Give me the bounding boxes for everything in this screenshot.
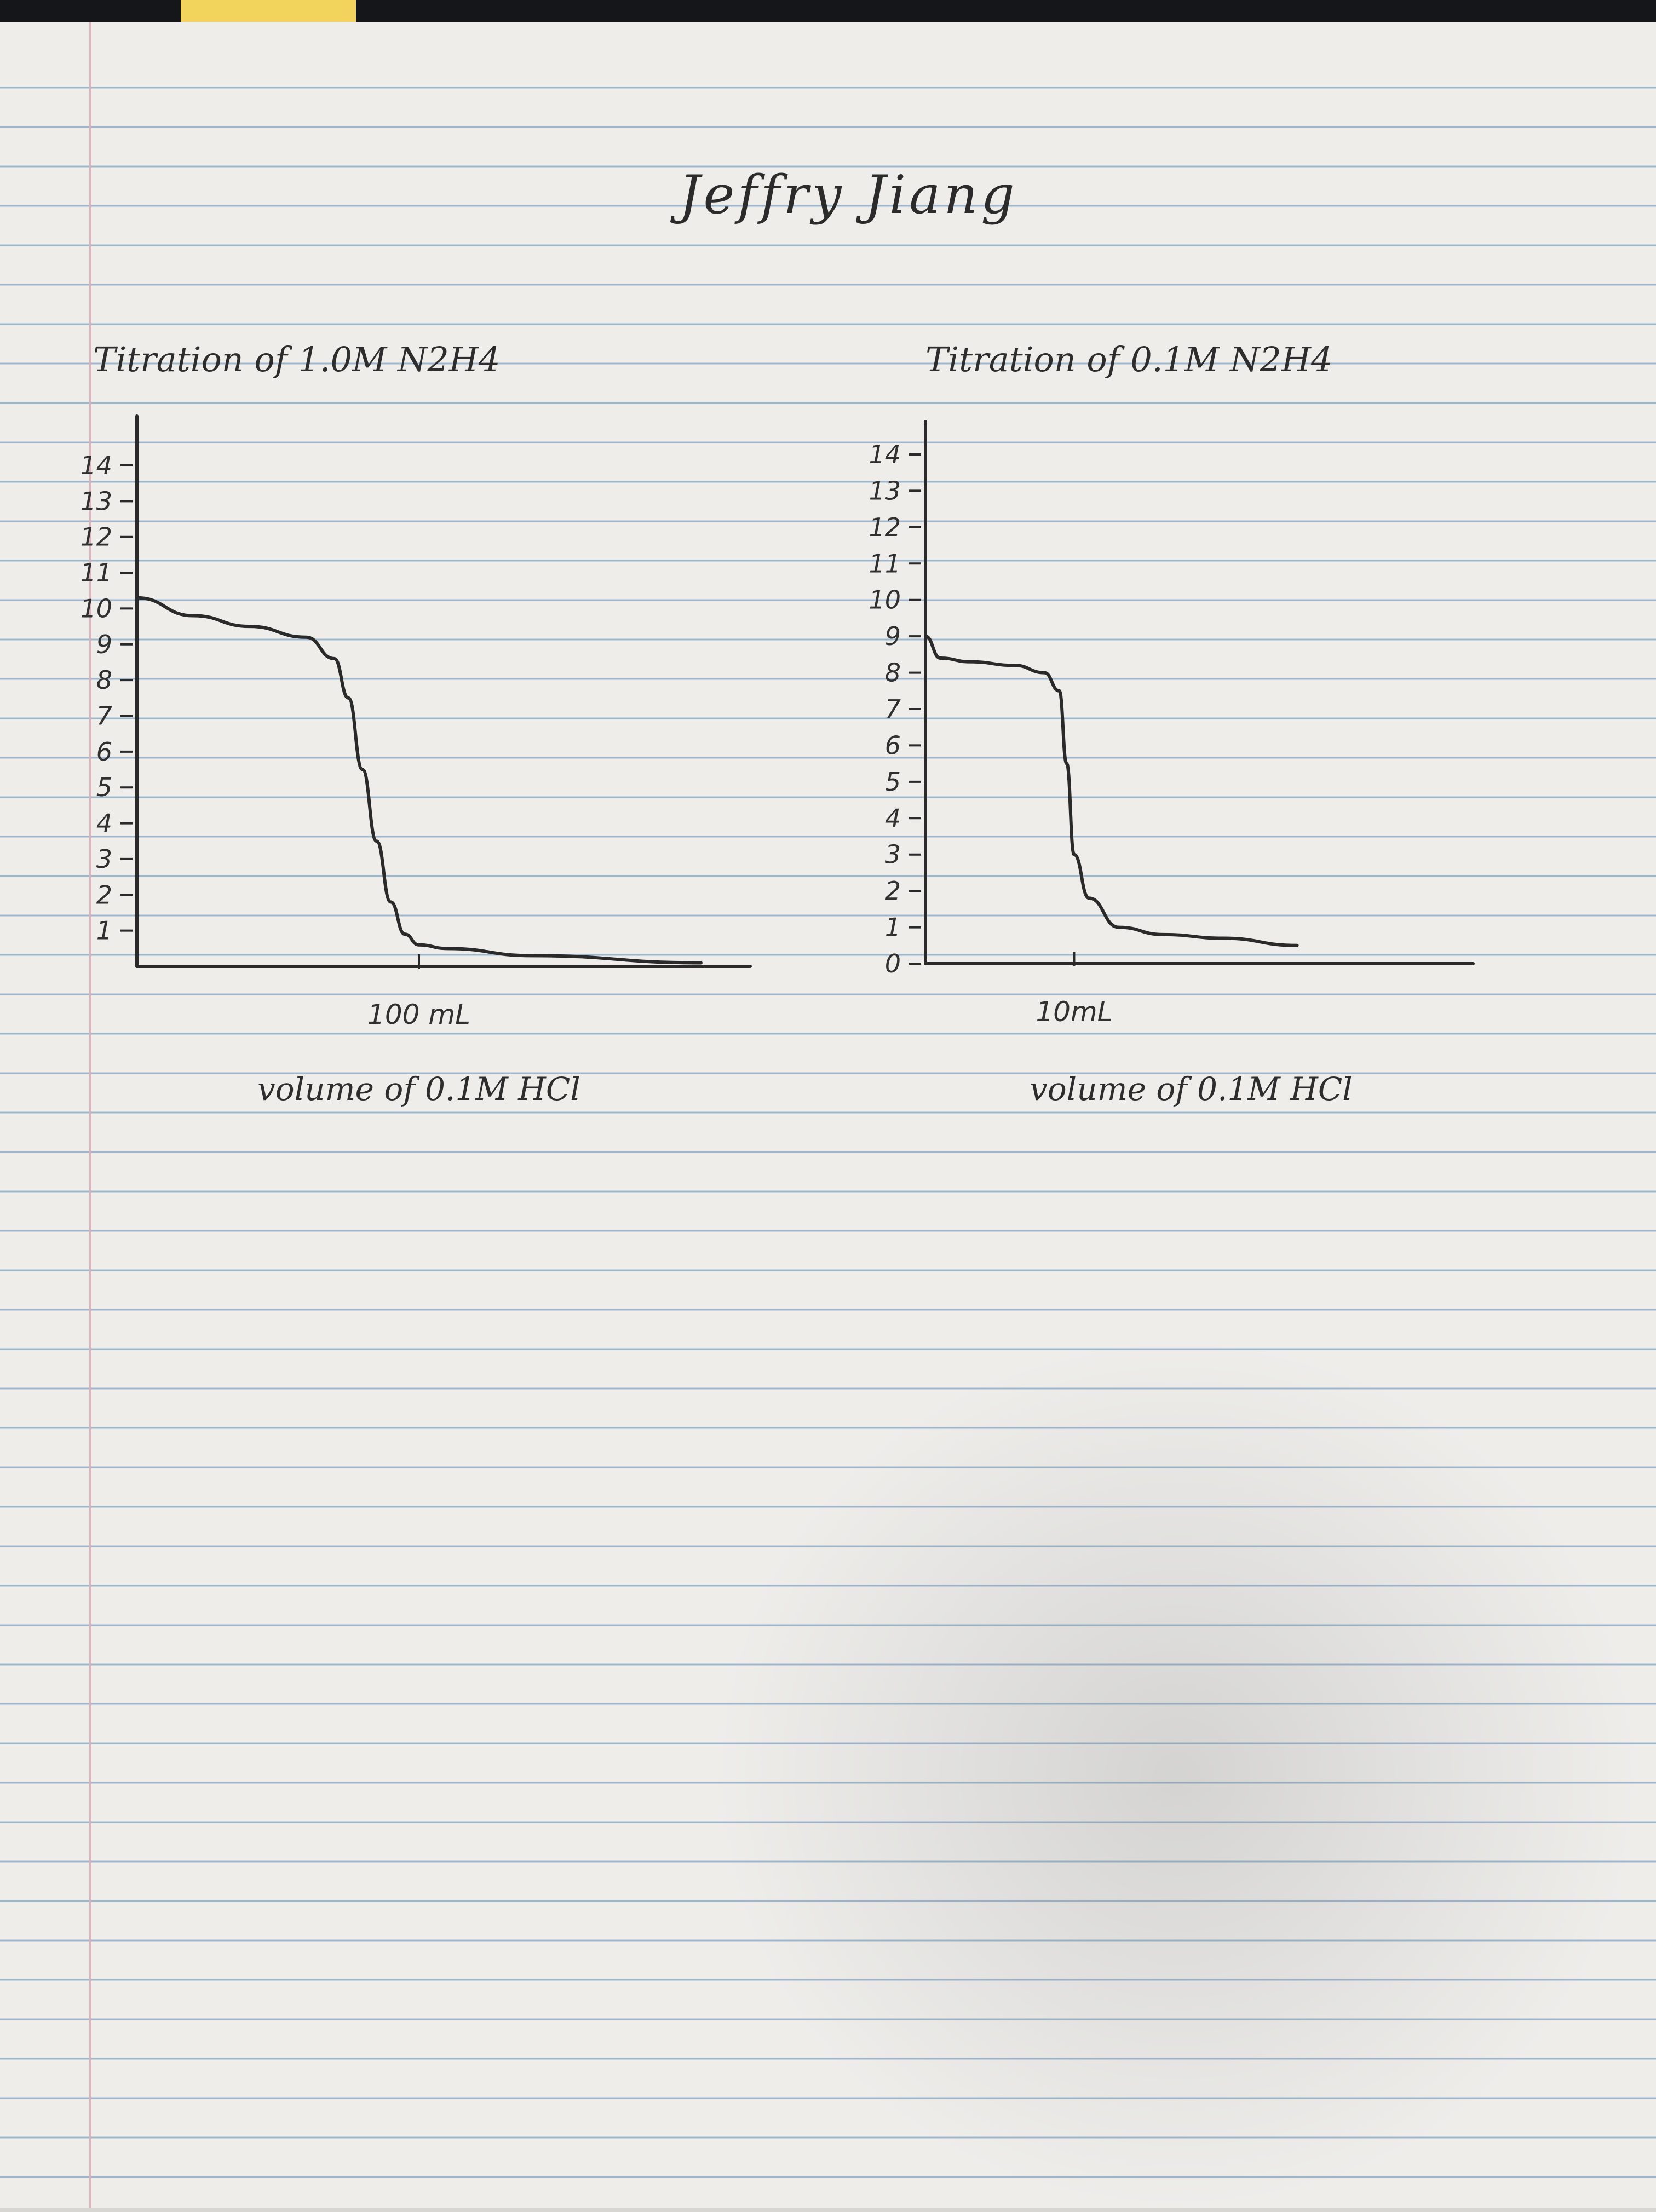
chart-0-y-tick-label: 12: [80, 522, 112, 552]
chart-0-y-tick-label: 13: [80, 486, 112, 516]
chart-0-y-tick-label: 6: [96, 737, 112, 767]
chart-1-y-tick-label: 7: [885, 694, 901, 724]
chart-1-y-tick-label: 1: [885, 913, 901, 942]
chart-1-y-tick-label: 9: [885, 621, 901, 651]
shadow: [712, 1336, 1643, 2212]
chart-1-y-tick-label: 12: [869, 512, 901, 542]
chart-0-y-tick-label: 9: [96, 630, 112, 659]
chart-0-y-tick-label: 11: [80, 558, 112, 587]
chart-0-y-tick-label: 2: [96, 880, 112, 909]
chart-1-titration-curve: [924, 635, 1299, 947]
author-name: Jeffry Jiang: [679, 164, 1018, 226]
x-axis-label-right: volume of 0.1M HCl: [1030, 1070, 1353, 1108]
chart-0-x-tick-label: 100 mL: [367, 999, 470, 1030]
chart-0-y-tick-label: 7: [96, 701, 112, 731]
chart-0-y-tick-label: 14: [80, 451, 112, 480]
chart-title-right: Titration of 0.1M N2H4: [925, 339, 1333, 379]
chart-1-y-tick-label: 10: [869, 585, 901, 615]
chart-0-y-tick-label: 5: [96, 773, 112, 802]
sticky-note: [181, 0, 356, 22]
chart-1-y-tick-label: 8: [885, 658, 901, 688]
ruled-lines: [0, 22, 1656, 2208]
chart-1-y-tick-label: 0: [885, 949, 901, 978]
chart-1-y-tick-label: 13: [869, 476, 901, 505]
chart-0-y-tick-label: 4: [96, 809, 112, 838]
chart-0-y-tick-label: 3: [96, 844, 112, 874]
chart-1-y-tick-label: 11: [869, 549, 901, 578]
chart-1-y-tick-label: 14: [869, 440, 901, 469]
chart-1-y-tick-label: 6: [885, 730, 901, 760]
chart-0-titration-curve: [135, 596, 703, 965]
chart-title-left: Titration of 1.0M N2H4: [93, 339, 501, 379]
chart-1-y-tick-label: 5: [885, 767, 901, 797]
chart-1-y-tick-label: 4: [885, 803, 901, 833]
chart-1-x-tick-label: 10mL: [1036, 996, 1112, 1028]
chart-0-y-tick-label: 10: [80, 594, 112, 623]
chart-1-y-tick-label: 2: [885, 876, 901, 906]
chart-0-y-tick-label: 8: [96, 665, 112, 695]
notebook-paper: [0, 22, 1656, 2212]
chart-1-y-tick-label: 3: [885, 840, 901, 869]
x-axis-label-left: volume of 0.1M HCl: [257, 1070, 580, 1108]
chart-0-y-tick-label: 1: [96, 916, 112, 946]
